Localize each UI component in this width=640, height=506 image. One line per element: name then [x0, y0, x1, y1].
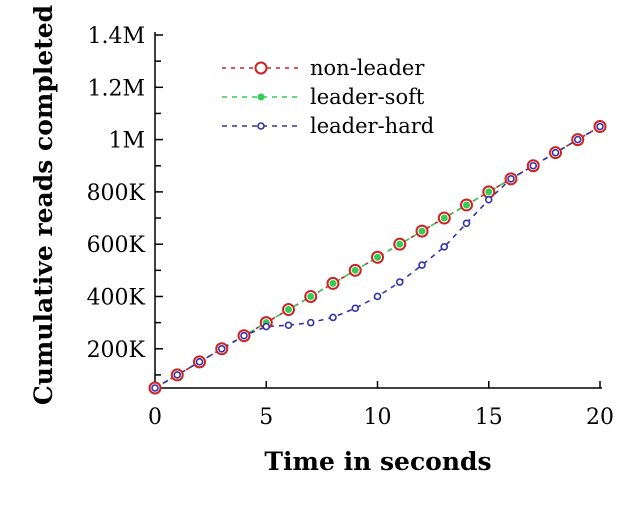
- series-line-leader-soft: [154, 125, 601, 389]
- data-point-leader-hard: [240, 331, 248, 340]
- data-point-leader-soft: [463, 201, 470, 209]
- y-tick-label: 800K: [87, 181, 146, 206]
- data-point-leader-hard: [440, 243, 449, 251]
- data-point-leader-soft: [329, 279, 337, 287]
- y-tick-label: 200K: [87, 338, 146, 363]
- data-point-leader-hard: [395, 278, 404, 286]
- data-point-leader-hard: [484, 195, 493, 204]
- data-point-leader-hard: [329, 313, 337, 322]
- data-point-leader-hard: [351, 304, 360, 313]
- data-point-leader-soft: [307, 292, 315, 300]
- data-point-leader-hard: [151, 384, 159, 392]
- data-point-leader-hard: [373, 292, 382, 301]
- data-point-leader-soft: [396, 240, 404, 248]
- legend-marker-non-leader: [254, 61, 268, 75]
- data-point-leader-hard: [529, 161, 538, 170]
- y-axis-title: Cumulative reads completed: [29, 5, 58, 405]
- y-tick-label: 400K: [87, 285, 146, 310]
- legend-label-leader-soft: leader-soft: [310, 85, 425, 109]
- legend-label-leader-hard: leader-hard: [310, 114, 434, 138]
- x-tick-label: 20: [586, 405, 614, 430]
- x-axis-ticks: 0 5 10 15 20: [148, 381, 614, 430]
- data-point-leader-soft: [374, 253, 381, 261]
- y-tick-label: 1.2M: [87, 76, 145, 101]
- legend: non-leader leader-soft leader-hard: [222, 56, 434, 138]
- data-point-leader-hard: [284, 321, 293, 330]
- legend-label-non-leader: non-leader: [310, 56, 425, 80]
- data-point-leader-hard: [306, 318, 315, 327]
- series-markers: [148, 120, 607, 395]
- axes: [154, 32, 602, 389]
- y-tick-label: 600K: [87, 233, 146, 258]
- data-point-leader-soft: [485, 188, 493, 196]
- data-point-leader-hard: [573, 135, 582, 144]
- data-point-leader-hard: [173, 371, 182, 379]
- legend-marker-leader-soft: [257, 93, 265, 101]
- y-tick-label: 1.4M: [87, 24, 145, 49]
- x-tick-label: 10: [364, 405, 392, 430]
- data-point-leader-hard: [551, 148, 560, 157]
- x-tick-label: 5: [259, 405, 273, 430]
- data-point-leader-soft: [351, 266, 359, 274]
- data-point-leader-soft: [285, 306, 292, 314]
- data-point-leader-hard: [507, 175, 515, 183]
- x-tick-label: 0: [148, 405, 162, 430]
- data-point-leader-hard: [596, 122, 604, 131]
- data-point-leader-hard: [195, 358, 204, 366]
- data-point-leader-hard: [462, 219, 471, 228]
- data-point-leader-soft: [440, 214, 448, 222]
- data-point-leader-hard: [217, 344, 226, 353]
- x-axis-title: Time in seconds: [264, 447, 491, 476]
- x-tick-label: 15: [475, 405, 503, 430]
- data-point-leader-hard: [262, 322, 271, 331]
- data-point-leader-soft: [418, 227, 426, 235]
- legend-marker-leader-hard: [257, 122, 265, 130]
- data-point-leader-hard: [418, 261, 426, 269]
- y-axis-ticks: 200K 400K 600K 800K 1M 1.2M 1.4M: [87, 24, 163, 376]
- y-tick-label: 1M: [108, 129, 145, 154]
